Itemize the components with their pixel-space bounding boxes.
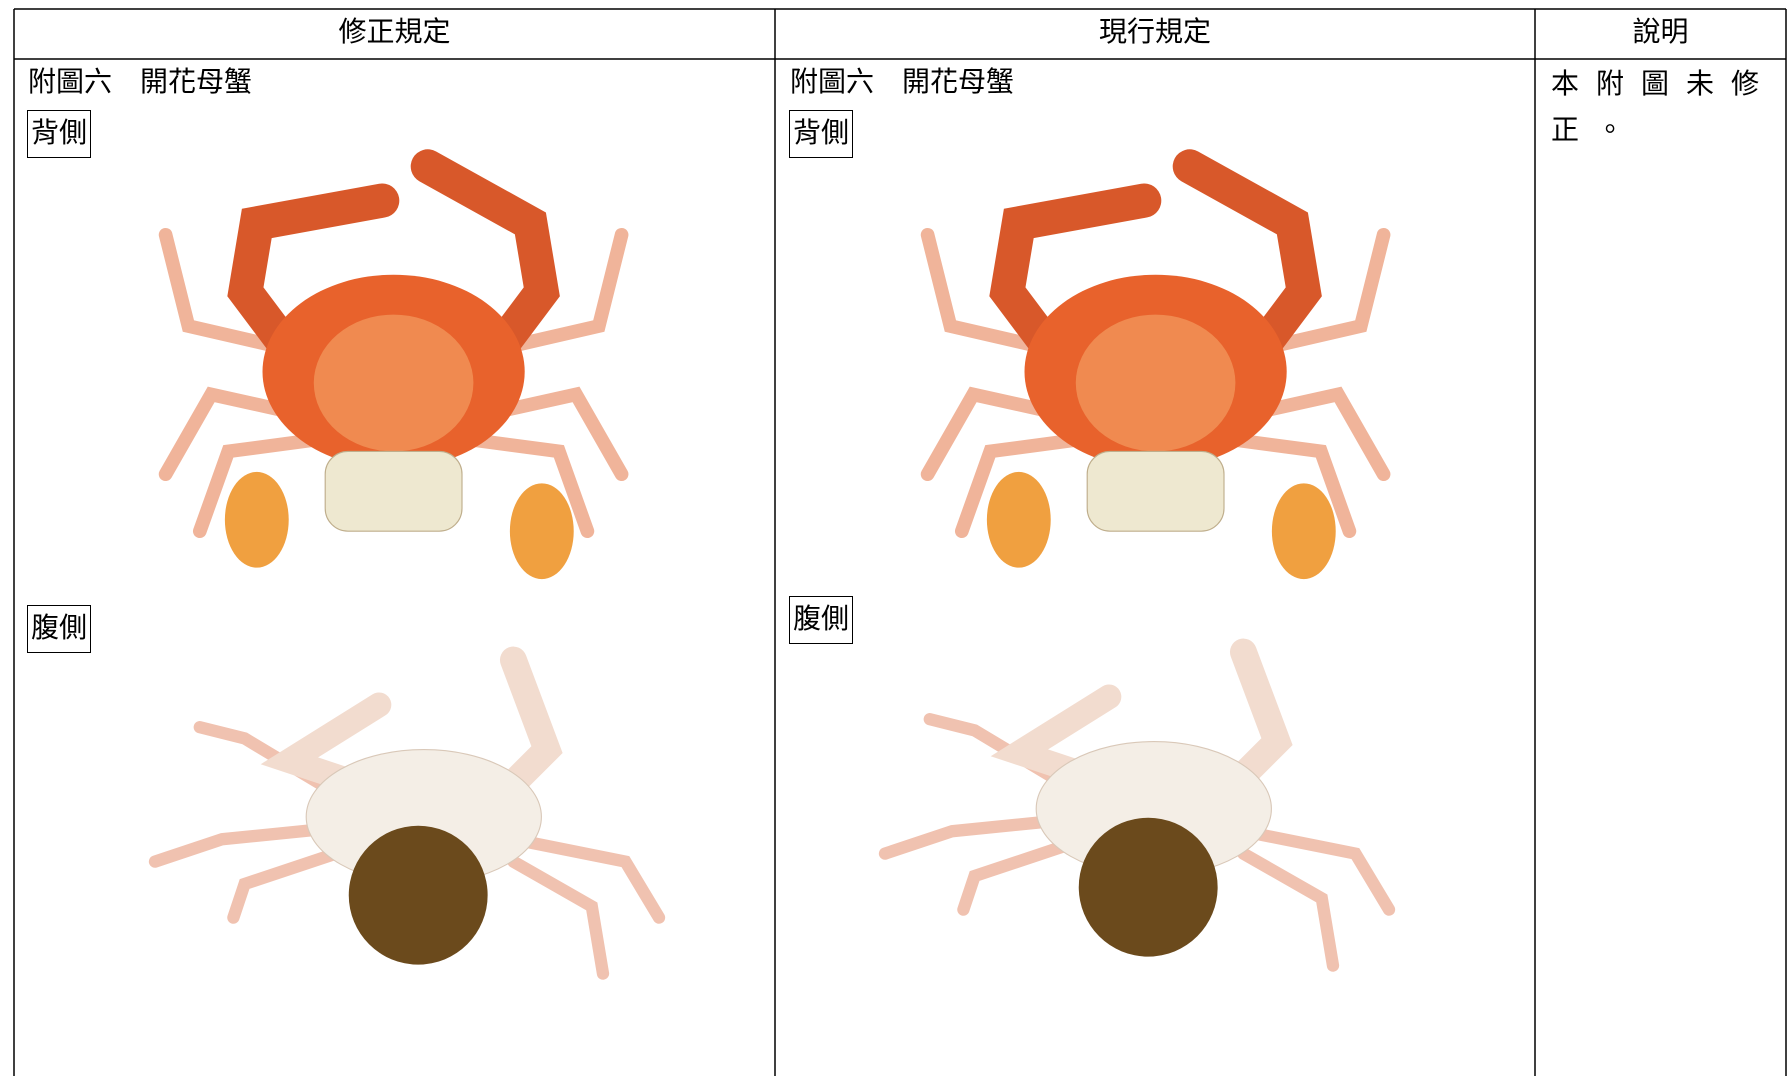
note-text: 本附圖未修正。: [1551, 69, 1777, 146]
dorsal-crab-photo: [166, 166, 622, 579]
header-cell: 修正規定: [338, 17, 451, 48]
ventral-label: 腹側: [27, 605, 92, 653]
figure-title: 附圖六 開花母蟹: [790, 67, 1015, 98]
header-cell: 說明: [1632, 17, 1689, 48]
dorsal-crab-photo: [928, 166, 1384, 579]
figure-title: 附圖六 開花母蟹: [28, 67, 253, 98]
dorsal-label: 背側: [27, 110, 92, 158]
ventral-label: 腹側: [789, 596, 854, 644]
dorsal-label: 背側: [789, 110, 854, 158]
ventral-crab-photo: [885, 652, 1389, 966]
ventral-crab-photo: [155, 660, 659, 974]
header-cell: 現行規定: [1098, 17, 1211, 48]
